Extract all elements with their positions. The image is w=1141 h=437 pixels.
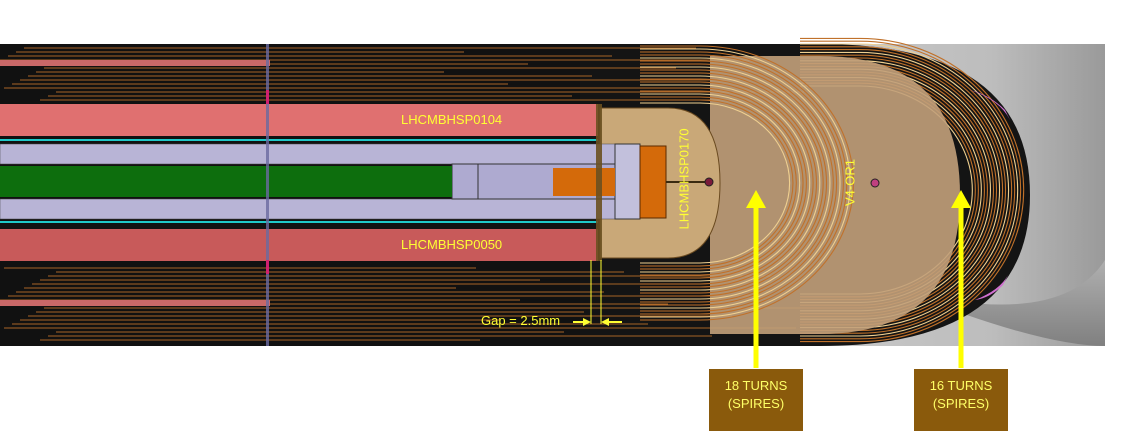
callout-18-line2: (SPIRES) <box>727 396 785 411</box>
callout-16-line2: (SPIRES) <box>932 396 990 411</box>
label-layer-ref: V4-OR1 <box>842 159 858 206</box>
lower-thin-pink <box>0 300 270 306</box>
label-spacer-upper: LHCMBHSP0104 <box>401 112 503 127</box>
pin-hole-inner <box>704 177 714 187</box>
outer-shell-bottom <box>900 260 1105 346</box>
label-spacer-lower: LHCMBHSP0050 <box>401 237 503 252</box>
orange-end-piece <box>639 145 667 219</box>
green-core <box>0 166 452 197</box>
label-end-spacer: LHCMBHSP0170 <box>676 128 692 230</box>
cyan-line-upper <box>0 139 598 141</box>
label-gap: Gap = 2.5mm <box>481 313 561 328</box>
cyan-line-lower <box>0 221 598 223</box>
spacer-lower <box>0 229 598 261</box>
orange-block <box>553 168 615 196</box>
straight-conductor-lines <box>0 47 816 341</box>
inner-turns-18 <box>640 45 854 321</box>
callout-16-turns: 16 TURNS (SPIRES) <box>914 369 1008 431</box>
pin-hole-outer <box>870 178 880 188</box>
end-cap-grey <box>614 143 641 220</box>
callout-18-turns: 18 TURNS (SPIRES) <box>709 369 803 431</box>
spacer-upper <box>0 104 598 136</box>
callout-16-line1: 16 TURNS <box>929 378 993 393</box>
upper-thin-pink <box>0 60 270 66</box>
lavender-lower <box>0 198 641 220</box>
callout-18-line1: 18 TURNS <box>724 378 788 393</box>
lavender-upper <box>0 143 641 165</box>
